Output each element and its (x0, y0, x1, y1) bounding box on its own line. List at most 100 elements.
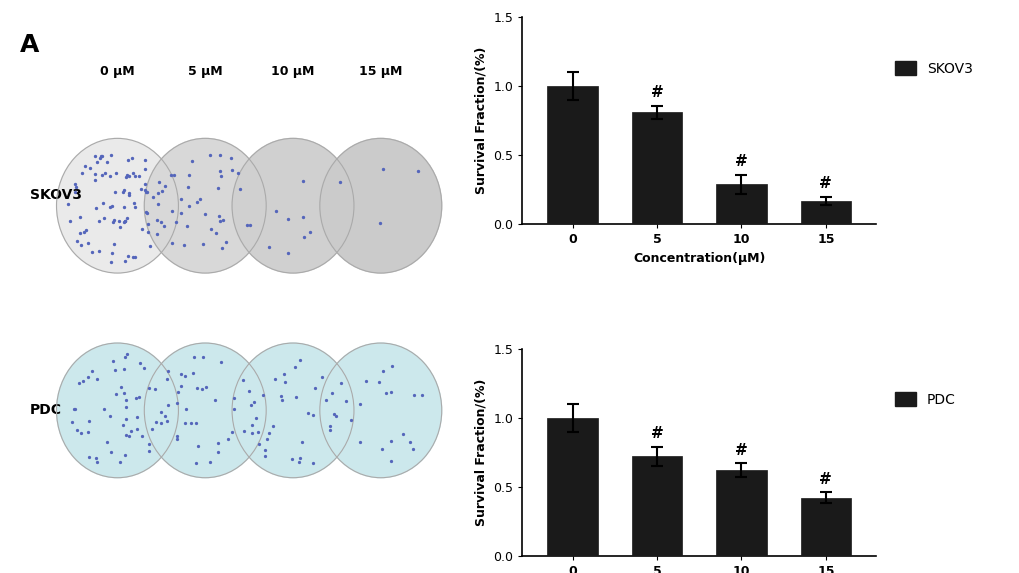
Point (342, 415, 359, 425)
Point (406, 390, 422, 399)
Point (172, 369, 189, 378)
Point (94, 171, 110, 180)
Point (203, 225, 219, 234)
Point (153, 418, 169, 427)
Bar (547, 87, 597, 225)
Point (189, 383, 205, 393)
Point (103, 151, 119, 160)
Point (91, 246, 107, 256)
Point (106, 215, 122, 225)
Point (131, 172, 148, 181)
Text: SKOV3: SKOV3 (30, 188, 82, 202)
Text: #: # (650, 426, 663, 441)
Point (169, 431, 185, 441)
Point (150, 188, 166, 197)
Point (104, 202, 120, 211)
Point (119, 350, 136, 359)
Bar (631, 456, 682, 556)
Point (107, 187, 123, 197)
Point (240, 386, 257, 395)
Point (130, 393, 147, 402)
Point (288, 393, 305, 402)
Point (293, 437, 310, 446)
Point (248, 414, 264, 423)
Bar (800, 498, 850, 556)
Point (70, 378, 87, 387)
Point (121, 431, 138, 441)
Point (383, 457, 399, 466)
Point (74, 376, 91, 386)
Point (145, 193, 161, 202)
X-axis label: Concentration(μM): Concentration(μM) (633, 252, 764, 265)
Point (275, 370, 291, 379)
Point (302, 227, 318, 237)
Point (72, 213, 89, 222)
Point (126, 203, 143, 212)
Point (63, 418, 79, 427)
Text: 5 μM: 5 μM (187, 65, 222, 77)
Point (142, 242, 158, 251)
Point (115, 421, 131, 430)
Point (323, 388, 339, 398)
Point (87, 151, 103, 160)
Circle shape (144, 343, 266, 478)
Point (239, 220, 256, 229)
Point (76, 161, 93, 170)
Point (127, 253, 144, 262)
Point (105, 240, 121, 249)
Point (159, 374, 175, 383)
Point (67, 183, 84, 192)
Point (120, 190, 137, 199)
Point (173, 381, 190, 390)
Point (125, 252, 142, 261)
Point (255, 391, 271, 400)
Point (375, 164, 391, 174)
Point (147, 384, 163, 394)
Point (89, 457, 105, 466)
Point (103, 448, 119, 457)
Point (138, 207, 154, 217)
Point (154, 186, 170, 195)
Point (169, 399, 185, 408)
Point (150, 199, 166, 209)
Point (291, 356, 308, 365)
Point (223, 154, 239, 163)
Point (187, 458, 204, 468)
Point (207, 395, 223, 405)
Point (117, 451, 133, 460)
Point (202, 457, 218, 466)
Point (321, 421, 337, 430)
Point (140, 219, 156, 229)
Point (66, 180, 83, 189)
Point (128, 424, 145, 433)
Point (74, 168, 91, 178)
Point (81, 427, 97, 436)
Circle shape (144, 139, 266, 273)
Point (176, 241, 193, 250)
Point (105, 217, 121, 226)
Point (195, 239, 211, 248)
Point (66, 405, 83, 414)
Point (62, 217, 78, 226)
Point (103, 257, 119, 266)
Point (192, 194, 208, 203)
Text: PDC: PDC (30, 403, 61, 417)
Point (149, 215, 165, 224)
Point (280, 249, 297, 258)
Point (197, 209, 213, 218)
Point (149, 229, 165, 238)
Point (115, 187, 131, 197)
Bar (631, 112, 682, 225)
Point (287, 362, 304, 371)
Point (81, 239, 97, 248)
Point (291, 453, 308, 462)
Point (144, 424, 160, 433)
Point (318, 396, 334, 405)
Point (164, 238, 180, 248)
Legend: PDC: PDC (889, 387, 960, 413)
Point (104, 249, 120, 258)
Text: B: B (527, 33, 545, 57)
Point (229, 168, 246, 178)
Point (371, 378, 387, 387)
Point (180, 202, 197, 211)
